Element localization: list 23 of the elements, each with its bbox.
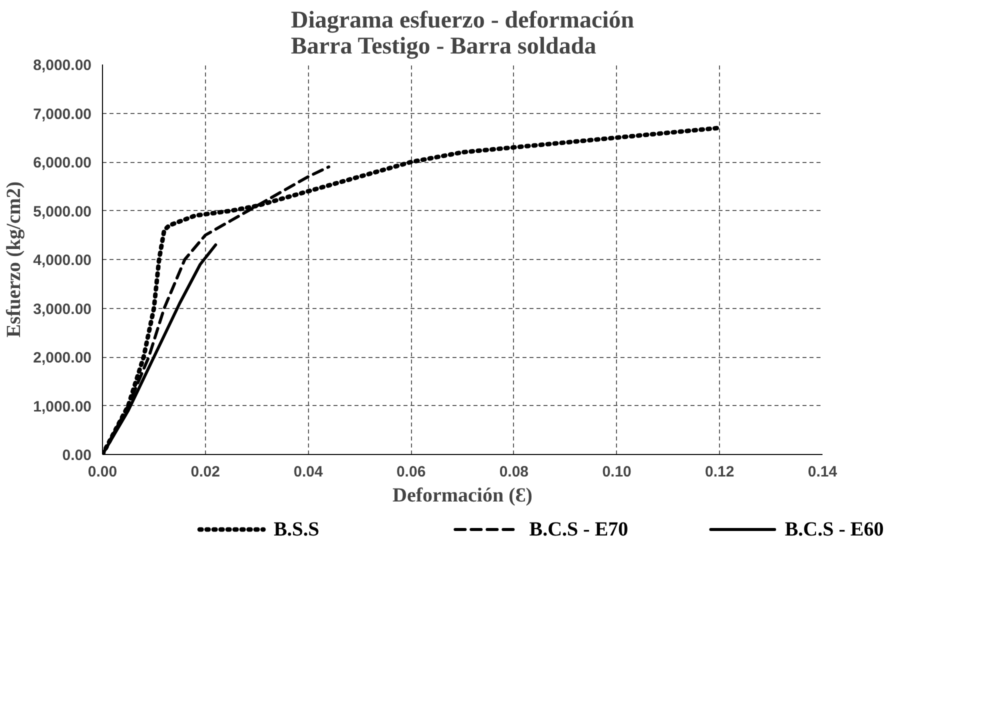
y-tick-label: 0.00: [62, 447, 92, 464]
x-tick-label: 0.02: [190, 464, 220, 480]
x-tick-label: 0.10: [602, 464, 632, 480]
x-axis-title: Deformación (Ɛ): [392, 484, 532, 506]
y-tick-label: 5,000.00: [33, 203, 92, 220]
legend-label: B.S.S: [274, 518, 320, 540]
legend-label: B.C.S - E70: [529, 518, 628, 540]
x-tick-label: 0.12: [705, 464, 734, 480]
y-tick-label: 1,000.00: [33, 398, 92, 416]
y-tick-label: 8,000.00: [33, 57, 92, 74]
x-tick-label: 0.08: [499, 464, 529, 480]
y-tick-label: 2,000.00: [33, 350, 92, 366]
legend-label: B.C.S - E60: [784, 518, 884, 540]
y-tick-label: 6,000.00: [33, 154, 92, 172]
chart-title: Diagrama esfuerzo - deformación Barra Testigo - Barra soldada: [290, 8, 634, 60]
x-tick-label: 0.14: [808, 464, 838, 480]
y-tick-label: 4,000.00: [33, 252, 92, 269]
y-tick-label: 3,000.00: [33, 300, 92, 318]
x-tick-label: 0.06: [396, 464, 426, 480]
x-tick-label: 0.04: [294, 464, 324, 480]
y-tick-label: 7,000.00: [33, 106, 92, 123]
y-axis-title: Esfuerzo (kg/cm2): [3, 181, 26, 338]
x-tick-label: 0.00: [88, 464, 118, 480]
